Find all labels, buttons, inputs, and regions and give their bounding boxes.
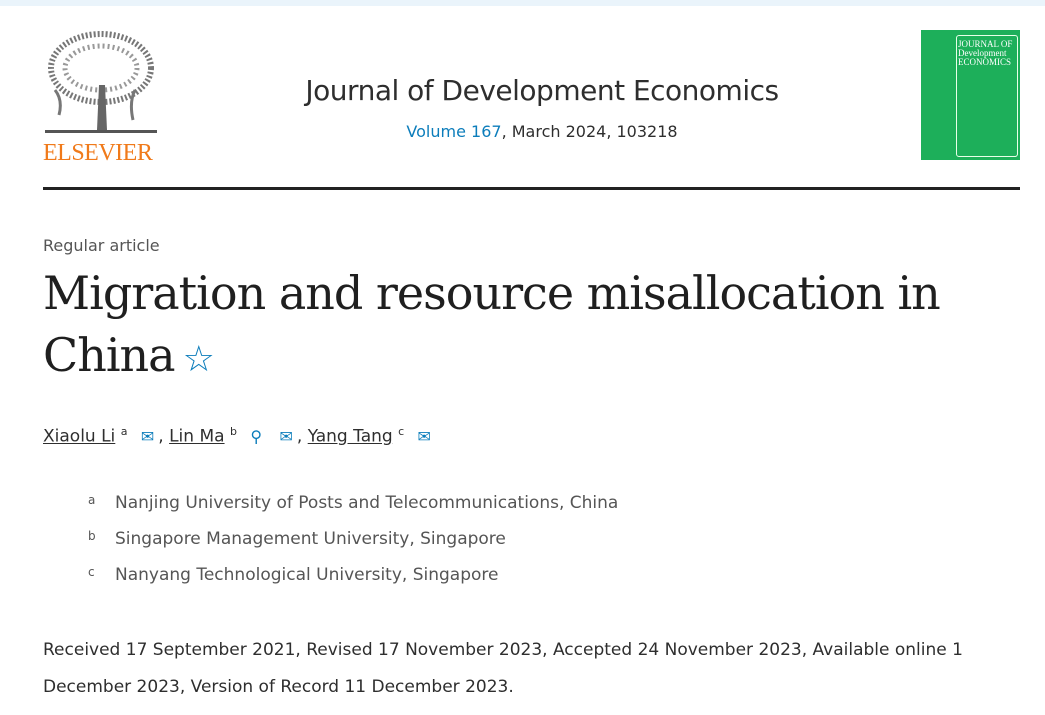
issue-info: , March 2024, 103218 <box>501 122 678 141</box>
affiliation-text: Nanyang Technological University, Singap… <box>115 565 499 585</box>
header-divider <box>43 187 1020 190</box>
affiliation-sup: c <box>88 565 95 579</box>
article-dates: Received 17 September 2021, Revised 17 N… <box>43 640 963 697</box>
journal-cover[interactable]: JOURNAL OF Development ECONOMICS <box>921 30 1020 160</box>
mail-icon[interactable]: ✉ <box>417 426 431 446</box>
affiliation-sup: a <box>88 493 96 507</box>
affiliation: a Nanjing University of Posts and Telecom… <box>88 493 618 513</box>
journal-title[interactable]: Journal of Development Economics <box>305 74 779 107</box>
author-separator: , <box>158 426 164 447</box>
author-link[interactable]: Yang Tang <box>307 426 393 447</box>
affiliation-text: Nanjing University of Posts and Telecomm… <box>115 493 619 513</box>
article-type: Regular article <box>43 236 160 255</box>
mail-icon[interactable]: ✉ <box>140 426 155 446</box>
author-affiliation-sup: a <box>120 425 128 438</box>
affiliation-text: Singapore Management University, Singapo… <box>115 529 506 549</box>
article-title-text: Migration and resource misallocation in … <box>43 266 941 382</box>
star-icon[interactable]: ☆ <box>182 339 215 380</box>
mail-icon[interactable]: ✉ <box>279 426 293 446</box>
article-title: Migration and resource misallocation in … <box>43 262 1003 391</box>
author-link[interactable]: Xiaolu Li <box>43 426 116 447</box>
affiliation-sup: b <box>88 529 96 543</box>
affiliation: b Singapore Management University, Singap… <box>88 529 506 549</box>
author-affiliation-sup: b <box>229 425 237 438</box>
journal-info: Volume 167, March 2024, 103218 <box>0 122 1045 141</box>
person-icon[interactable]: ⚲ <box>250 426 263 446</box>
volume-link[interactable]: Volume 167 <box>406 122 502 141</box>
affiliation: c Nanyang Technological University, Singa… <box>88 565 498 585</box>
elsevier-logo[interactable]: ELSEVIER <box>43 30 161 166</box>
author-affiliation-sup: c <box>398 425 405 438</box>
cover-title: JOURNAL OF Development ECONOMICS <box>958 39 1013 67</box>
cover-frame <box>956 35 1018 157</box>
top-bar <box>0 0 1045 6</box>
author-list: Xiaolu Li a ✉, Lin Ma b ⚲ ✉, Yang Tang c… <box>43 425 435 447</box>
author-separator: , <box>296 426 303 447</box>
tree-logo-icon <box>45 30 157 135</box>
author-link[interactable]: Lin Ma <box>169 426 225 447</box>
elsevier-wordmark: ELSEVIER <box>43 140 153 166</box>
